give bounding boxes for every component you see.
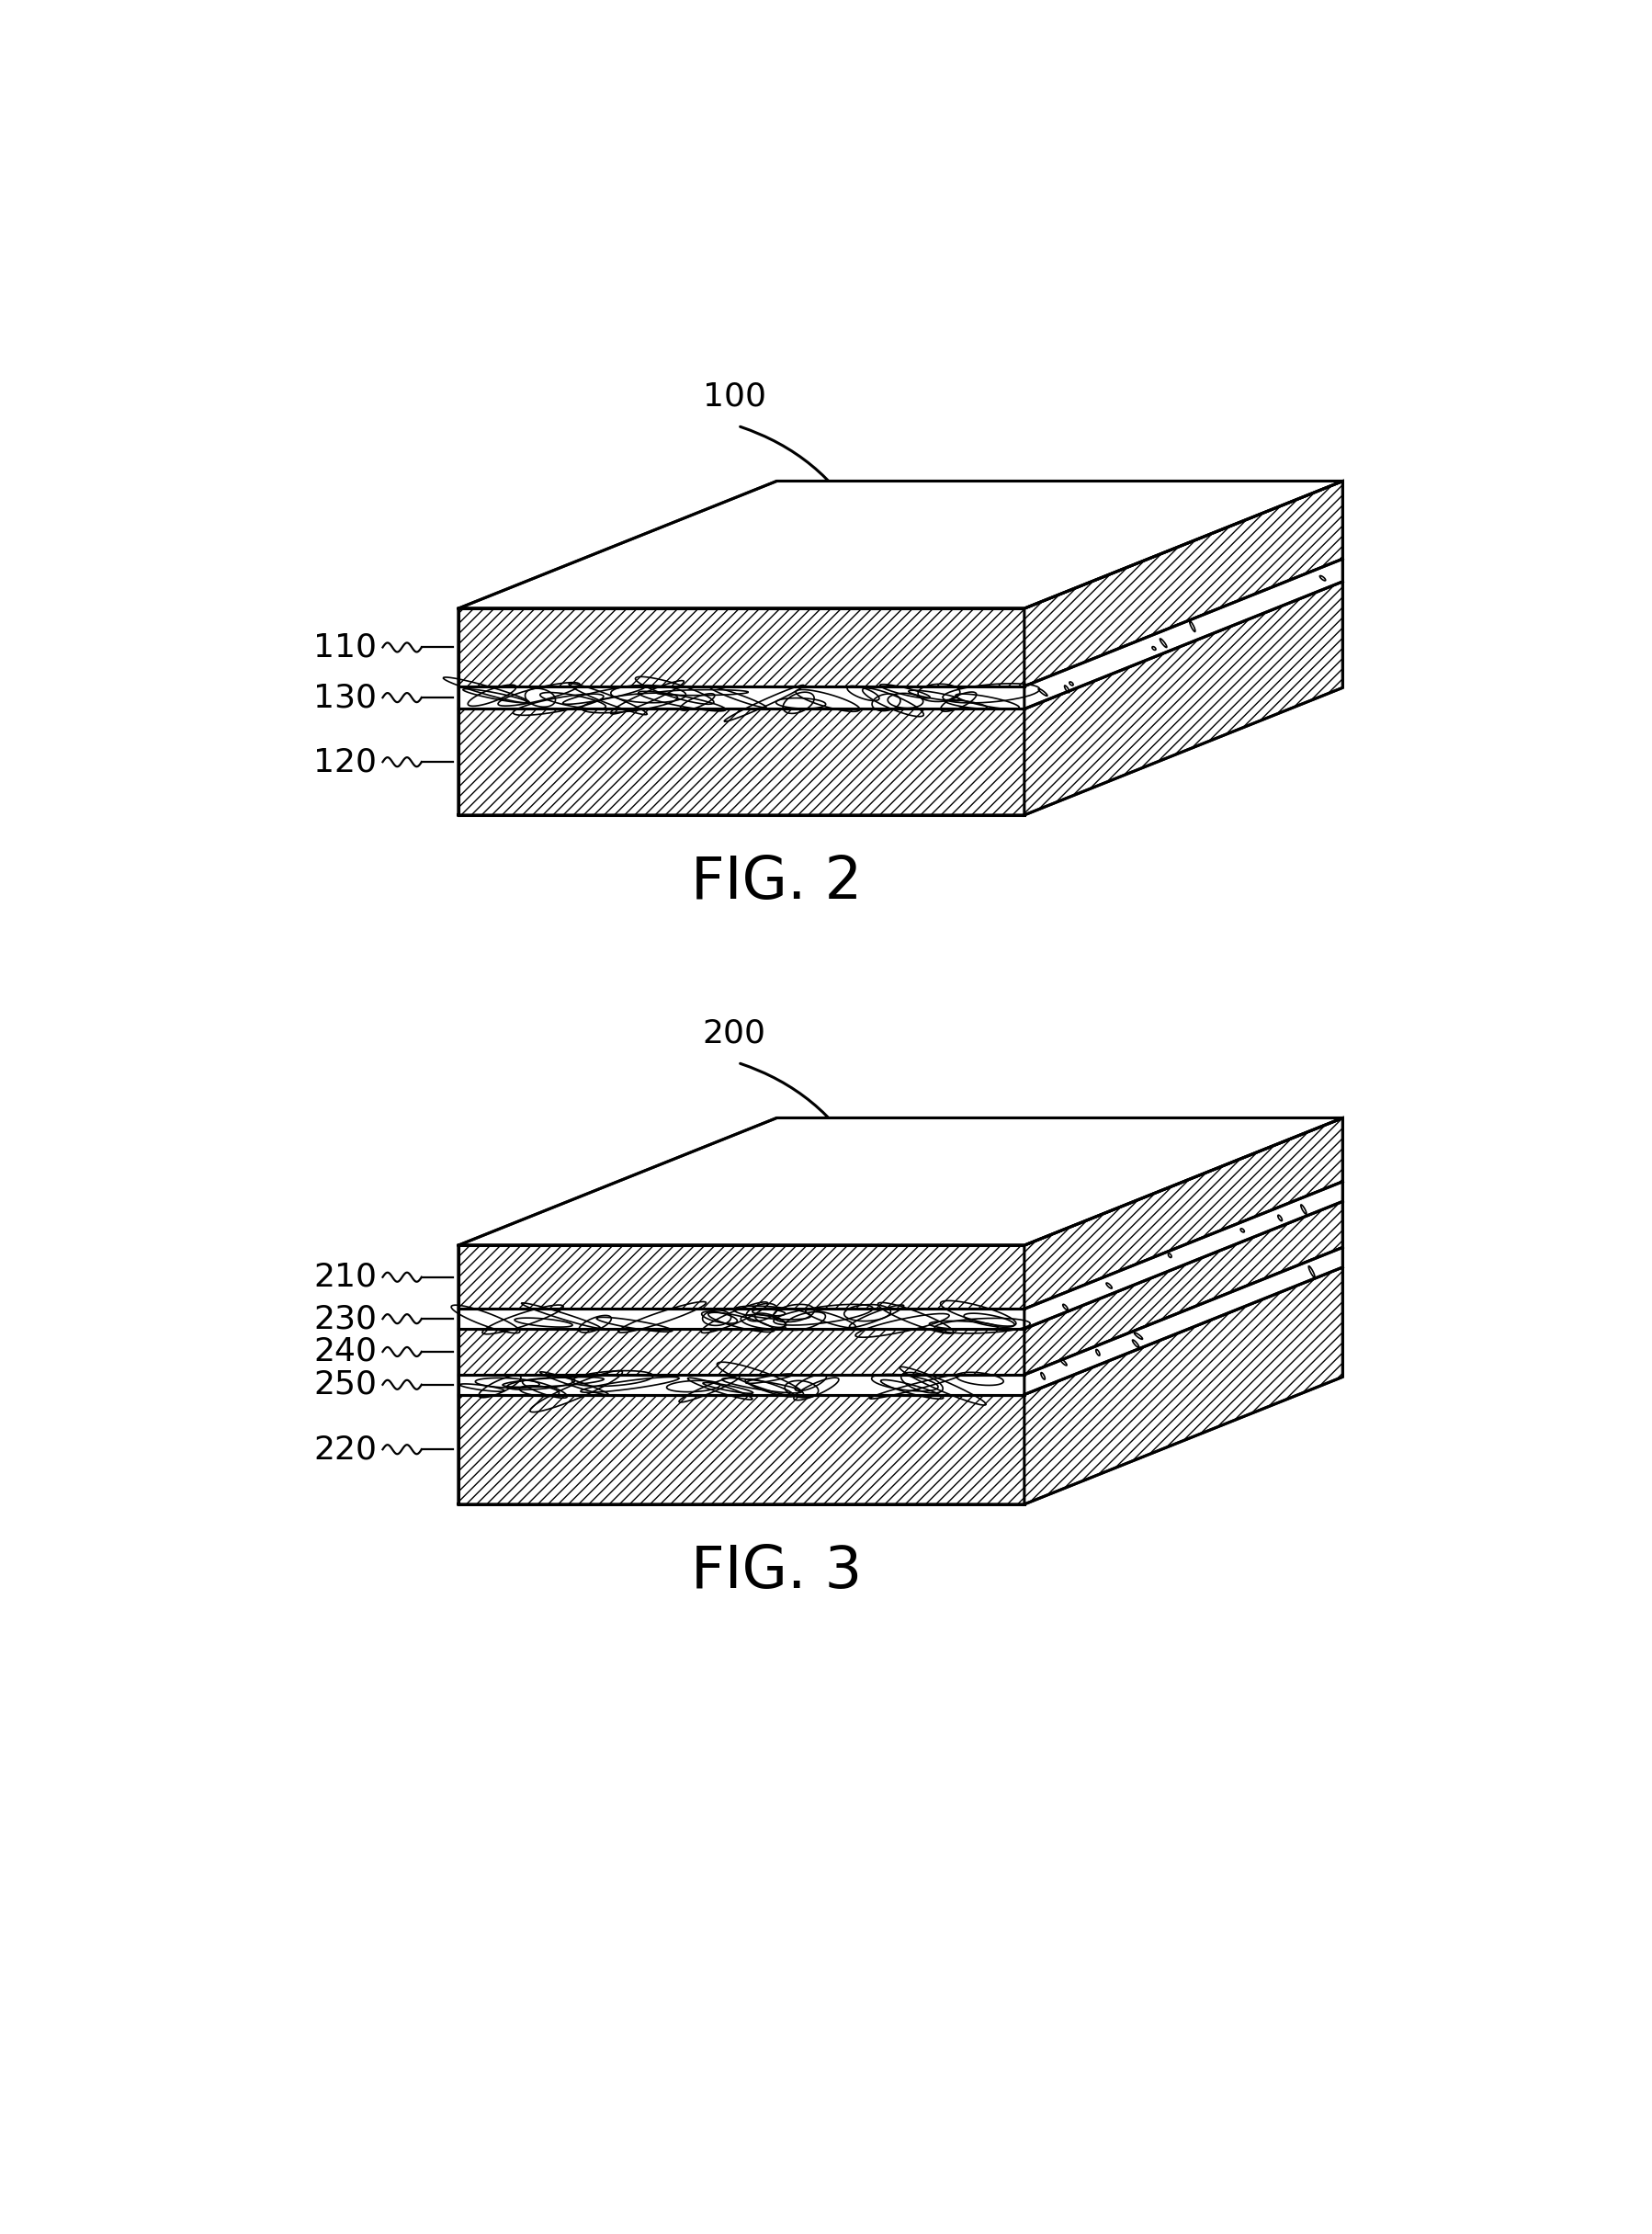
Text: 130: 130 xyxy=(314,681,377,713)
Text: 110: 110 xyxy=(314,632,377,663)
Polygon shape xyxy=(458,1329,1024,1374)
Text: 250: 250 xyxy=(314,1369,377,1401)
Polygon shape xyxy=(458,1394,1024,1503)
Polygon shape xyxy=(458,608,1024,686)
Text: 120: 120 xyxy=(314,746,377,777)
Text: FIG. 2: FIG. 2 xyxy=(691,853,862,911)
Polygon shape xyxy=(458,1117,1341,1244)
Polygon shape xyxy=(458,686,1024,708)
Polygon shape xyxy=(1024,1182,1341,1329)
Text: 230: 230 xyxy=(314,1302,377,1334)
Polygon shape xyxy=(458,480,1341,608)
Text: 220: 220 xyxy=(314,1434,377,1466)
Polygon shape xyxy=(1024,1247,1341,1394)
Polygon shape xyxy=(458,708,1024,815)
Polygon shape xyxy=(1024,558,1341,708)
Text: 100: 100 xyxy=(702,380,765,411)
Polygon shape xyxy=(1024,1202,1341,1374)
Text: FIG. 3: FIG. 3 xyxy=(691,1544,862,1600)
Polygon shape xyxy=(1024,1267,1341,1503)
Polygon shape xyxy=(458,1374,1024,1394)
Text: 200: 200 xyxy=(702,1016,765,1048)
Polygon shape xyxy=(1024,1117,1341,1309)
Polygon shape xyxy=(458,1309,1024,1329)
Polygon shape xyxy=(458,1244,1024,1309)
Text: 210: 210 xyxy=(314,1262,377,1293)
Polygon shape xyxy=(1024,581,1341,815)
Polygon shape xyxy=(1024,480,1341,686)
Text: 240: 240 xyxy=(314,1336,377,1367)
